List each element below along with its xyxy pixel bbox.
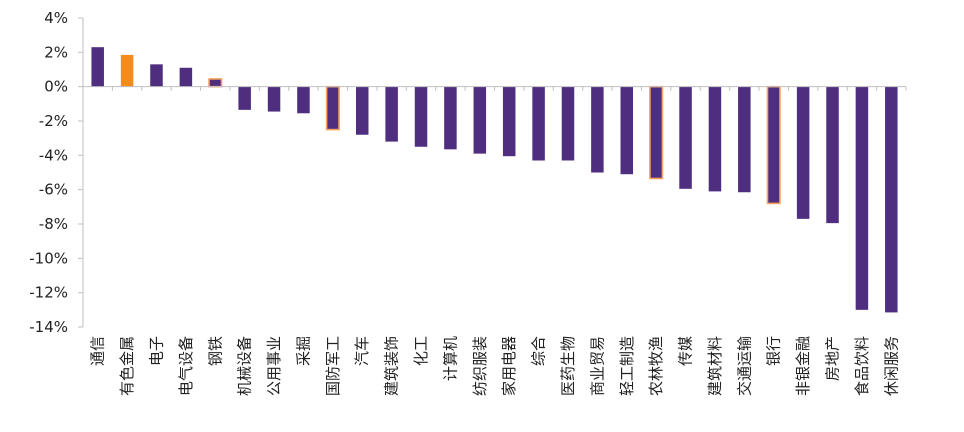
bar-0 [91,47,104,87]
bar-10 [385,86,398,142]
y-tick-label: -6% [39,181,68,199]
category-label: 综合 [530,336,548,366]
category-label: 银行 [765,336,783,366]
bar-6 [267,86,281,112]
category-label: 汽车 [353,336,371,366]
bar-22 [738,86,751,193]
bar-9 [355,86,369,135]
y-tick-label: -10% [29,249,68,267]
y-tick-label: 4% [44,9,68,27]
bar-24 [796,86,810,219]
y-tick-label: -12% [29,284,68,302]
y-tick-label: 2% [44,43,68,61]
category-label: 医药生物 [559,336,577,396]
category-label: 休闲服务 [882,336,900,396]
bar-19 [649,85,664,180]
y-tick-label: -8% [39,215,68,233]
y-tick-label: -2% [39,112,68,130]
category-label: 有色金属 [118,336,136,396]
bar-15 [532,86,545,161]
bar-14 [502,86,516,157]
category-label: 采掘 [294,336,312,366]
bar-series [91,47,898,313]
bar-1 [120,54,134,87]
bar-25 [826,86,839,224]
bar-17 [591,86,604,173]
category-labels: 通信 有色金属 电子 电气设备 钢铁 机械设备 公用事业 采掘 国防军工 汽车 建筑装饰 化工 计算机纺… [89,336,901,396]
bar-7 [297,86,310,114]
bar-21 [708,86,722,192]
y-tick-label: -14% [29,318,68,336]
category-label: 农林牧渔 [647,336,665,396]
bar-26 [855,86,869,310]
category-label: 交通运输 [735,336,753,396]
category-label: 电气设备 [177,336,195,396]
bar-11 [414,86,428,147]
category-label: 通信 [89,336,107,366]
bar-2 [150,64,163,87]
bar-5 [238,86,251,110]
y-tick-label: -4% [39,146,68,164]
category-label: 传媒 [677,336,695,366]
y-tick-label: 0% [44,78,68,96]
category-label: 公用事业 [265,336,283,396]
category-label: 纺织服装 [471,336,489,396]
category-label: 商业贸易 [588,336,606,396]
bar-16 [561,86,575,161]
bar-20 [679,86,692,189]
bar-23 [766,85,781,205]
category-label: 电子 [147,336,165,366]
bar-3 [179,67,193,87]
bar-13 [473,86,487,154]
bar-8 [325,85,340,131]
category-label: 计算机 [441,336,459,381]
category-label: 房地产 [824,336,842,381]
category-label: 建筑材料 [706,336,724,396]
category-label: 食品饮料 [853,336,871,396]
category-label: 国防军工 [324,336,342,396]
bar-27 [885,86,898,313]
bar-12 [444,86,457,150]
bar-4 [208,78,223,88]
category-label: 家用电器 [500,336,518,396]
category-label: 轻工制造 [618,336,636,396]
bar-18 [620,86,634,175]
x-axis [82,86,907,91]
category-label: 建筑装饰 [383,336,401,396]
y-axis: 4% 2% 0% -2% -4% -6% -8% -10% -12% -14% [29,9,84,336]
category-label: 化工 [412,336,430,366]
category-label: 钢铁 [206,336,224,366]
category-label: 机械设备 [236,336,254,396]
category-label: 非银金融 [794,336,812,396]
